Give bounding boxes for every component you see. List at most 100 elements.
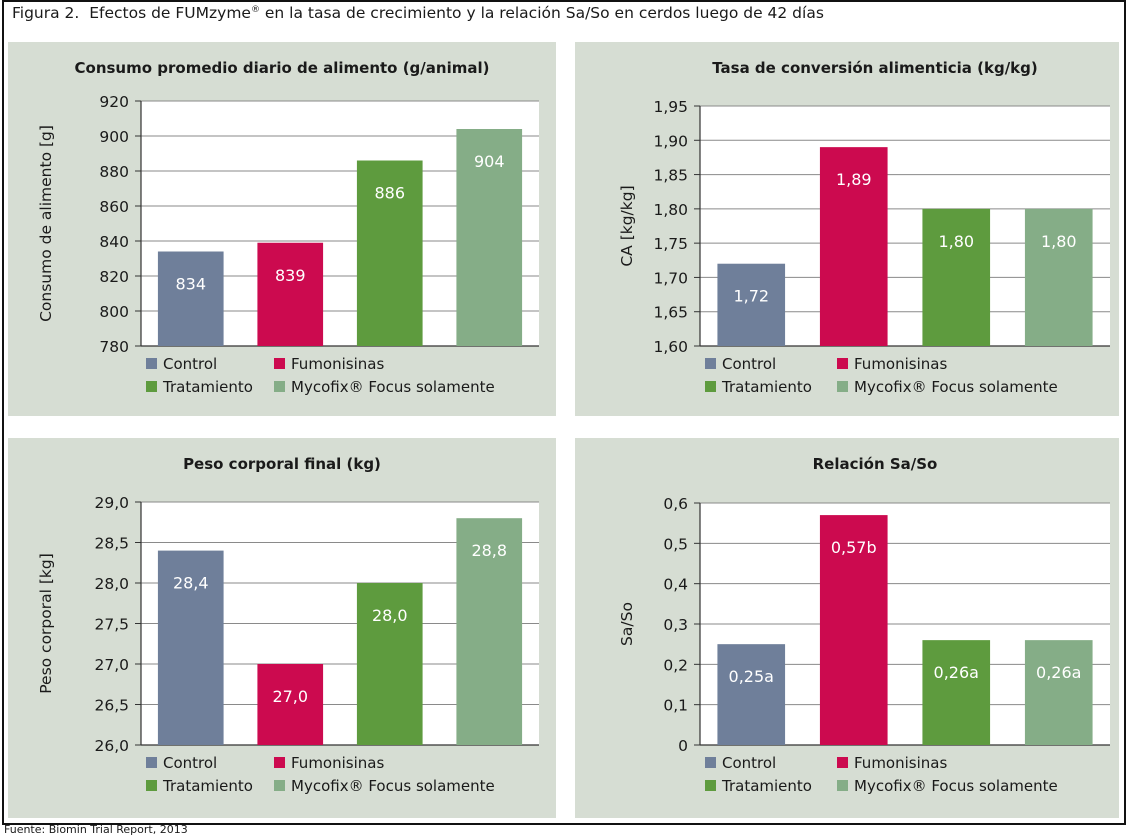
data-label: 834 <box>175 275 206 294</box>
chart-panel-2: Tasa de conversión alimenticia (kg/kg) 1,… <box>575 42 1119 416</box>
y-axis-label: Sa/So <box>618 602 636 646</box>
y-tick-label: 900 <box>99 128 129 146</box>
legend-swatch <box>705 358 716 369</box>
bar-4 <box>1024 208 1093 346</box>
legend-swatch <box>274 358 285 369</box>
y-tick-label: 1,70 <box>653 269 688 287</box>
y-tick-label: 28,5 <box>94 535 129 553</box>
legend: Control Fumonisinas Tratamiento Mycofix® Fo… <box>705 754 1058 795</box>
y-tick-label: 1,65 <box>653 304 688 322</box>
y-axis-label: CA [kg/kg] <box>618 185 636 266</box>
legend-swatch <box>705 780 716 791</box>
chart-title: Peso corporal final (kg) <box>183 455 381 473</box>
legend-swatch <box>274 757 285 768</box>
y-tick-label: 27,0 <box>94 656 129 674</box>
bar-4 <box>1024 640 1093 745</box>
legend-item: Tratamiento <box>721 378 812 396</box>
legend-swatch <box>837 757 848 768</box>
y-tick-label: 0,2 <box>663 656 688 674</box>
legend-swatch <box>705 381 716 392</box>
chart-title: Relación Sa/So <box>813 455 938 473</box>
figure-source: Fuente: Biomin Trial Report, 2013 <box>4 823 188 836</box>
y-tick-label: 0,5 <box>663 535 688 553</box>
bar-1 <box>717 644 786 745</box>
bar-2 <box>257 664 324 745</box>
data-label: 1,80 <box>938 232 974 251</box>
legend-item: Fumonisinas <box>291 355 384 373</box>
y-tick-label: 1,85 <box>653 167 688 185</box>
legend-item: Tratamiento <box>162 378 253 396</box>
data-label: 886 <box>374 184 405 203</box>
y-tick-label: 780 <box>99 338 129 356</box>
y-tick-label: 860 <box>99 198 129 216</box>
bar-3 <box>922 640 991 745</box>
bar-1 <box>157 550 224 745</box>
y-tick-label: 29,0 <box>94 494 129 512</box>
y-tick-label: 1,90 <box>653 132 688 150</box>
y-tick-label: 840 <box>99 233 129 251</box>
legend-item: Fumonisinas <box>854 754 947 772</box>
figure-title-rest: en la tasa de crecimiento y la relación … <box>259 4 824 22</box>
y-tick-label: 0,4 <box>663 576 688 594</box>
bar-2 <box>819 147 888 346</box>
legend-swatch <box>274 780 285 791</box>
data-label: 28,4 <box>173 574 209 593</box>
legend-swatch <box>146 358 157 369</box>
bar-1 <box>717 263 786 346</box>
registered-mark: ® <box>250 4 260 15</box>
legend-item: Tratamiento <box>721 777 812 795</box>
y-tick-label: 27,5 <box>94 616 129 634</box>
legend-swatch <box>146 381 157 392</box>
y-tick-label: 820 <box>99 268 129 286</box>
legend-swatch <box>837 358 848 369</box>
legend-swatch <box>705 757 716 768</box>
legend-swatch <box>274 381 285 392</box>
data-label: 904 <box>474 152 505 171</box>
chart-panel-1: Consumo promedio diario de alimento (g/a… <box>8 42 556 416</box>
legend: Control Fumonisinas Tratamiento Mycofix® Fo… <box>146 754 495 795</box>
legend-item: Control <box>163 754 217 772</box>
figure-title: Figura 2. Efectos de FUMzyme® en la tasa… <box>12 4 824 22</box>
figure-label: Figura 2. <box>12 4 80 22</box>
chart-title: Consumo promedio diario de alimento (g/a… <box>75 59 490 77</box>
y-tick-label: 1,80 <box>653 201 688 219</box>
data-label: 27,0 <box>272 687 308 706</box>
data-label: 839 <box>275 266 306 285</box>
bar-3 <box>922 208 991 346</box>
y-tick-label: 920 <box>99 93 129 111</box>
chart-title: Tasa de conversión alimenticia (kg/kg) <box>712 59 1038 77</box>
y-tick-label: 1,60 <box>653 338 688 356</box>
data-label: 1,72 <box>733 287 769 306</box>
chart-panel-3: Peso corporal final (kg) 26,0 26,5 27,0 27,5… <box>8 438 556 818</box>
legend-item: Control <box>722 355 776 373</box>
legend-swatch <box>146 757 157 768</box>
legend-swatch <box>837 381 848 392</box>
bar-2 <box>257 242 324 346</box>
y-tick-label: 0 <box>678 737 688 755</box>
y-axis-label: Peso corporal [kg] <box>37 553 55 694</box>
chart-panel-4: Relación Sa/So 0 0,1 0,2 0,3 0,4 0,5 0,6 Sa/So 0,… <box>575 438 1119 818</box>
legend-swatch <box>146 780 157 791</box>
data-label: 0,25a <box>729 667 774 686</box>
legend-item: Mycofix® Focus solamente <box>854 378 1058 396</box>
data-label: 0,26a <box>1036 663 1081 682</box>
bar-1 <box>157 251 224 346</box>
data-label: 0,26a <box>934 663 979 682</box>
legend: Control Fumonisinas Tratamiento Mycofix® Fo… <box>705 355 1058 396</box>
legend-item: Mycofix® Focus solamente <box>854 777 1058 795</box>
legend-item: Fumonisinas <box>854 355 947 373</box>
y-tick-label: 26,5 <box>94 697 129 715</box>
bar-2 <box>819 515 888 745</box>
legend-item: Tratamiento <box>162 777 253 795</box>
y-tick-label: 1,75 <box>653 235 688 253</box>
y-tick-label: 800 <box>99 303 129 321</box>
y-tick-label: 0,6 <box>663 495 688 513</box>
y-tick-label: 28,0 <box>94 575 129 593</box>
legend-item: Mycofix® Focus solamente <box>291 378 495 396</box>
legend-item: Fumonisinas <box>291 754 384 772</box>
y-tick-label: 0,1 <box>663 697 688 715</box>
